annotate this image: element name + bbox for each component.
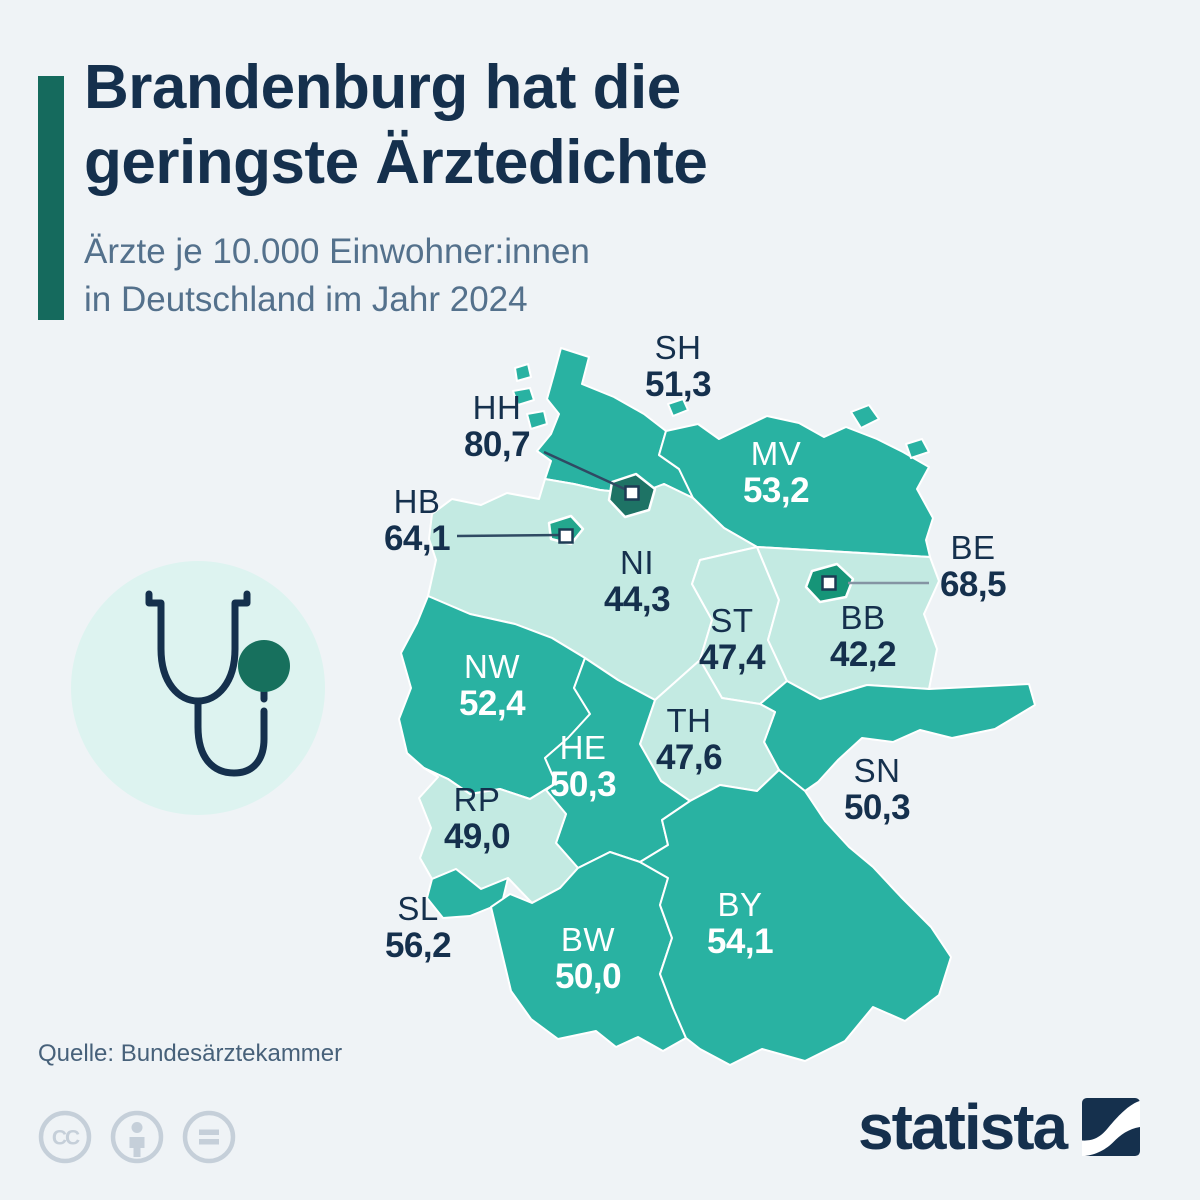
island-shape <box>514 363 532 382</box>
marker-hh <box>624 485 640 501</box>
state-value: 52,4 <box>458 684 526 723</box>
statista-logo: statista <box>858 1091 1141 1163</box>
state-code: BB <box>840 599 886 636</box>
marker-hb <box>558 528 574 544</box>
state-value: 56,2 <box>384 926 452 965</box>
state-label-ni: NI 44,3 <box>603 544 671 619</box>
state-value: 68,5 <box>939 565 1007 604</box>
state-label-bw: BW 50,0 <box>554 921 622 996</box>
state-value: 50,0 <box>554 957 622 996</box>
state-label-hb: HB 64,1 <box>383 483 451 558</box>
state-shape-mv <box>658 415 934 558</box>
island-shape <box>512 387 535 406</box>
state-value: 80,7 <box>463 425 531 464</box>
state-label-sh: SH 51,3 <box>644 329 712 404</box>
island-shape <box>526 410 548 430</box>
state-label-mv: MV 53,2 <box>742 435 810 510</box>
subtitle-line-1: Ärzte je 10.000 Einwohner:innen <box>84 232 590 271</box>
state-value: 50,3 <box>843 788 911 827</box>
state-label-be: BE 68,5 <box>939 529 1007 604</box>
state-label-th: TH 47,6 <box>655 702 723 777</box>
state-code: BY <box>717 886 763 923</box>
state-label-rp: RP 49,0 <box>443 781 511 856</box>
state-code: TH <box>666 702 712 739</box>
state-label-by: BY 54,1 <box>706 886 774 961</box>
state-label-sl: SL 56,2 <box>384 890 452 965</box>
statista-logo-text: statista <box>858 1091 1068 1163</box>
state-code: NI <box>620 544 654 581</box>
state-shapes <box>398 347 1036 1066</box>
license-icons: CC <box>38 1110 236 1164</box>
cc-icon: CC <box>38 1110 92 1164</box>
state-label-bb: BB 42,2 <box>829 599 897 674</box>
attribution-person-icon <box>110 1110 164 1164</box>
state-value: 49,0 <box>443 817 511 856</box>
state-value: 54,1 <box>706 922 774 961</box>
state-code: SH <box>654 329 702 366</box>
stethoscope-icon <box>71 561 325 815</box>
page-title: Brandenburg hat die geringste Ärztedichte <box>84 50 708 200</box>
state-code: HB <box>393 483 441 520</box>
title-line-1: Brandenburg hat die <box>84 53 681 122</box>
state-label-he: HE 50,3 <box>549 729 617 804</box>
state-value: 47,4 <box>698 638 766 677</box>
state-value: 47,6 <box>655 738 723 777</box>
state-shape-by <box>639 769 952 1066</box>
source-line: Quelle: Bundesärztekammer <box>38 1040 343 1067</box>
state-code: ST <box>710 602 754 639</box>
state-label-st: ST 47,4 <box>698 602 766 677</box>
title-accent-bar <box>38 76 64 320</box>
state-code: SL <box>397 890 439 927</box>
subtitle: Ärzte je 10.000 Einwohner:innen in Deutsc… <box>84 228 590 324</box>
state-code: HE <box>559 729 607 766</box>
state-label-nw: NW 52,4 <box>458 648 526 723</box>
state-label-hh: HH 80,7 <box>463 389 531 464</box>
state-value: 44,3 <box>603 580 671 619</box>
leader-line-hh <box>543 450 630 493</box>
island-shape <box>850 404 880 429</box>
no-derivatives-equals-icon <box>182 1110 236 1164</box>
state-code: RP <box>453 781 501 818</box>
marker-be <box>821 575 837 591</box>
state-value: 53,2 <box>742 471 810 510</box>
title-line-2: geringste Ärztedichte <box>84 128 708 197</box>
state-code: MV <box>750 435 802 472</box>
state-code: NW <box>464 648 520 685</box>
state-value: 64,1 <box>383 519 451 558</box>
leader-line-hb <box>456 533 564 538</box>
state-shape-bw <box>490 851 687 1052</box>
svg-text:CC: CC <box>52 1127 80 1150</box>
island-shape <box>905 438 930 459</box>
island-shape <box>667 398 689 417</box>
state-code: BW <box>560 921 616 958</box>
state-code: BE <box>950 529 996 566</box>
state-code: HH <box>472 389 522 426</box>
callout-lines <box>456 450 929 585</box>
state-label-sn: SN 50,3 <box>843 752 911 827</box>
callout-markers <box>558 485 837 591</box>
state-value: 50,3 <box>549 765 617 804</box>
state-code: SN <box>853 752 901 789</box>
state-value: 51,3 <box>644 365 712 404</box>
state-value: 42,2 <box>829 635 897 674</box>
statista-logo-mark <box>1082 1098 1141 1156</box>
subtitle-line-2: in Deutschland im Jahr 2024 <box>84 280 528 319</box>
